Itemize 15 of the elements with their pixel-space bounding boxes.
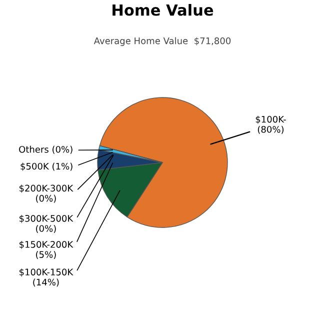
legend-label: Others (0%) (19, 146, 72, 154)
text: (0%) (36, 194, 56, 203)
text: (0%) (36, 224, 56, 233)
chart-subtitle: Average Home Value $71,800 (94, 37, 231, 46)
data-label: (14%) (33, 278, 59, 287)
slice-label: $150K-200K (20, 240, 74, 250)
data-label: (80%) (258, 126, 284, 134)
slice-label: $100K- (256, 116, 286, 124)
pie-slice (99, 97, 228, 228)
category-label: $300K-500K (20, 214, 74, 224)
data-label: (5%) (36, 250, 56, 259)
chart-title: Home Value (112, 4, 214, 16)
slice-label: $100K-150K (20, 268, 74, 277)
category-label: $200K-300K (20, 184, 74, 193)
slice-label: $500K (1%) (20, 162, 72, 171)
